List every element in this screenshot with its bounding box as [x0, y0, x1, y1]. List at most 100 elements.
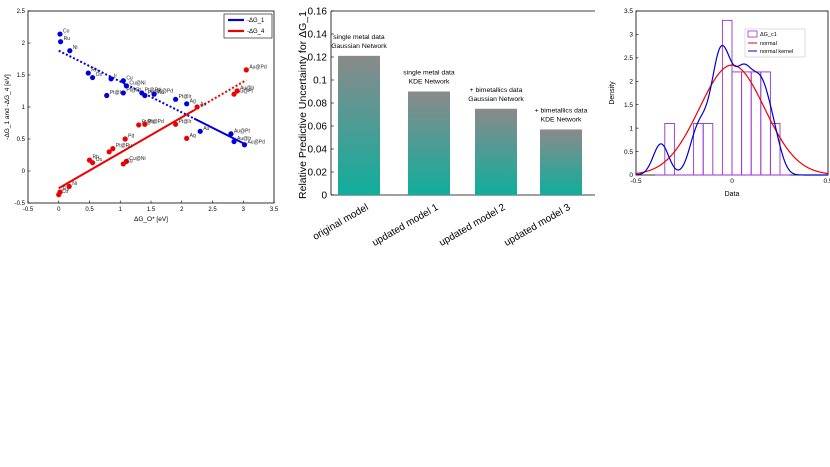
scatter-point-label: Cu@Ni: [129, 80, 145, 86]
bar-category-label: updated model 2: [437, 202, 507, 249]
scatter-point-label: Cu: [126, 158, 133, 164]
bar-annotation-line1: + bimetallics data: [470, 87, 523, 94]
scatter-y-tick-label: -0.5: [15, 201, 26, 207]
scatter-y-tick-label: 1: [22, 105, 26, 111]
histogram-bars: [655, 19, 790, 176]
histogram-y-tick-label: 2.5: [624, 55, 633, 62]
bar-series: single metal data Gaussian Network origina…: [311, 34, 587, 249]
bar-category-label: original model: [311, 202, 370, 243]
scatter-point-label: Ir: [114, 73, 117, 79]
bar-annotation-line1: single metal data: [333, 34, 385, 41]
bar-annotation-line2: Gaussian Network: [468, 96, 524, 103]
scatter-x-tick-label: 3.5: [270, 207, 279, 213]
bar-4: [540, 129, 582, 195]
dg4-point: [110, 146, 116, 152]
scatter-fit-lines: [58, 49, 247, 190]
scatter-y-label: -ΔG_1 and -ΔG_4 [eV]: [4, 74, 11, 140]
dg1-point: [197, 128, 203, 134]
dg1-point: [120, 78, 126, 84]
dg1-point: [231, 138, 237, 145]
scatter-y-tick-label: 0: [22, 169, 26, 175]
dg1-point: [67, 48, 73, 54]
dg1-point: [228, 131, 234, 137]
dg1-fit-solid: [193, 117, 247, 146]
dg1-point: [241, 142, 248, 148]
scatter-point-label: Pt@Pd: [148, 119, 164, 125]
bar-y-tick-label: 0.1: [313, 76, 327, 87]
scatter-point-label: Co: [63, 29, 70, 35]
scatter-point-label: Ni: [73, 45, 78, 51]
bar-1: [338, 55, 380, 195]
histogram-y-tick-label: 0: [629, 172, 633, 179]
scatter-point-label: Ag: [190, 133, 196, 139]
scatter-point-label: Co: [62, 189, 69, 195]
scatter-plot-frame: [27, 10, 275, 204]
bar-annotation-line1: + bimetallics data: [535, 107, 588, 114]
scatter-legend-box: [223, 13, 273, 39]
scatter-point-label: Pd: [128, 134, 134, 140]
histogram-x-tick-label: -0.5: [630, 178, 642, 185]
dg1-point: [57, 31, 63, 37]
dg1-point: [151, 91, 157, 97]
scatter-point-label: Rh: [93, 155, 100, 161]
scatter-point-label: Pt@Ir: [179, 119, 192, 125]
histogram-axes: -0.500.500.511.522.533.5: [624, 8, 830, 185]
dg4-point: [173, 121, 179, 127]
dg1-point: [173, 96, 179, 102]
histogram-curves: [635, 44, 829, 176]
dg4-point: [184, 135, 190, 141]
bar-annotation-line2: KDE Network: [409, 79, 450, 86]
dg4-point: [142, 121, 148, 127]
bar-annotation-line2: Gaussian Network: [331, 43, 387, 50]
histogram-y-tick-label: 0.5: [624, 149, 633, 156]
dg1-point: [104, 92, 110, 99]
scatter-y-tick-label: 2: [22, 41, 26, 47]
dg1-point: [120, 90, 126, 96]
bar-category-label: updated model 1: [370, 202, 440, 249]
scatter-point-label: Au@Pd: [247, 139, 265, 145]
legend-label-kernel: normal kernel: [760, 49, 793, 55]
scatter-point-label: Cu@Ni: [129, 156, 145, 162]
dg4-point: [66, 183, 72, 189]
bar-annotation-line1: single metal data: [403, 70, 455, 77]
bar-y-tick-label: 0.04: [308, 145, 328, 156]
scatter-point-label: Pt@Pd: [157, 89, 173, 95]
scatter-point-label: Pt@Ir: [110, 90, 123, 96]
dg1-point: [108, 76, 114, 82]
bar-y-tick-label: 0.12: [308, 53, 328, 64]
dg4-point: [106, 149, 112, 155]
scatter-x-tick-label: 0.5: [85, 207, 94, 213]
histogram-legend: ΔG_c1 normal normal kernel: [744, 28, 806, 58]
scatter-axes: -0.5 0 0.5 1 1.5 2 2.5 3 3.5 -0.5 0 0.5 1 1.5 2 2.5: [15, 9, 279, 213]
histogram-y-label: Density: [609, 81, 616, 105]
bar-y-tick-label: 0.06: [308, 122, 328, 133]
scatter-x-label: ΔG_O* [eV]: [134, 216, 168, 223]
bar-category-label: updated model 3: [502, 202, 572, 249]
scatter-legend: -ΔG_1 -ΔG_4: [223, 13, 273, 39]
scatter-y-tick-label: 1.5: [17, 73, 26, 79]
bar-y-tick-label: 0.02: [308, 168, 328, 179]
scatter-point-label: Au@Pd: [249, 64, 267, 70]
histogram-panel: -0.500.500.511.522.533.5 Data Density ΔG…: [609, 8, 830, 198]
dg1-point: [85, 70, 91, 76]
legend-label-dg4: -ΔG_4: [247, 29, 265, 35]
dg4-fit-solid: [58, 109, 195, 190]
dg1-fit-dotted: [58, 49, 195, 120]
scatter-point-label: Os: [96, 157, 103, 163]
dg4-point: [194, 104, 200, 110]
bar-panel: 0 0.02 0.04 0.06 0.08 0.1 0.12 0.14 0.16 single …: [297, 7, 595, 249]
kernel-density-curve: [635, 44, 828, 176]
legend-swatch-dgc1: [747, 30, 758, 38]
scatter-point-label: Rh: [91, 68, 98, 74]
scatter-point-label: Ru: [63, 187, 70, 193]
legend-label-normal: normal: [760, 41, 777, 47]
scatter-point-label: Au: [200, 102, 206, 108]
dg4-point: [57, 189, 63, 195]
scatter-x-tick-label: 2: [180, 207, 184, 213]
scatter-panel: -0.5 0 0.5 1 1.5 2 2.5 3 3.5-0.500.511.522.5 CoR…: [4, 9, 279, 223]
scatter-point-label: Ag: [190, 98, 196, 104]
dg4-point: [89, 160, 96, 166]
scatter-x-tick-label: 2.5: [208, 207, 217, 213]
scatter-x-tick-label: 1: [119, 207, 123, 213]
